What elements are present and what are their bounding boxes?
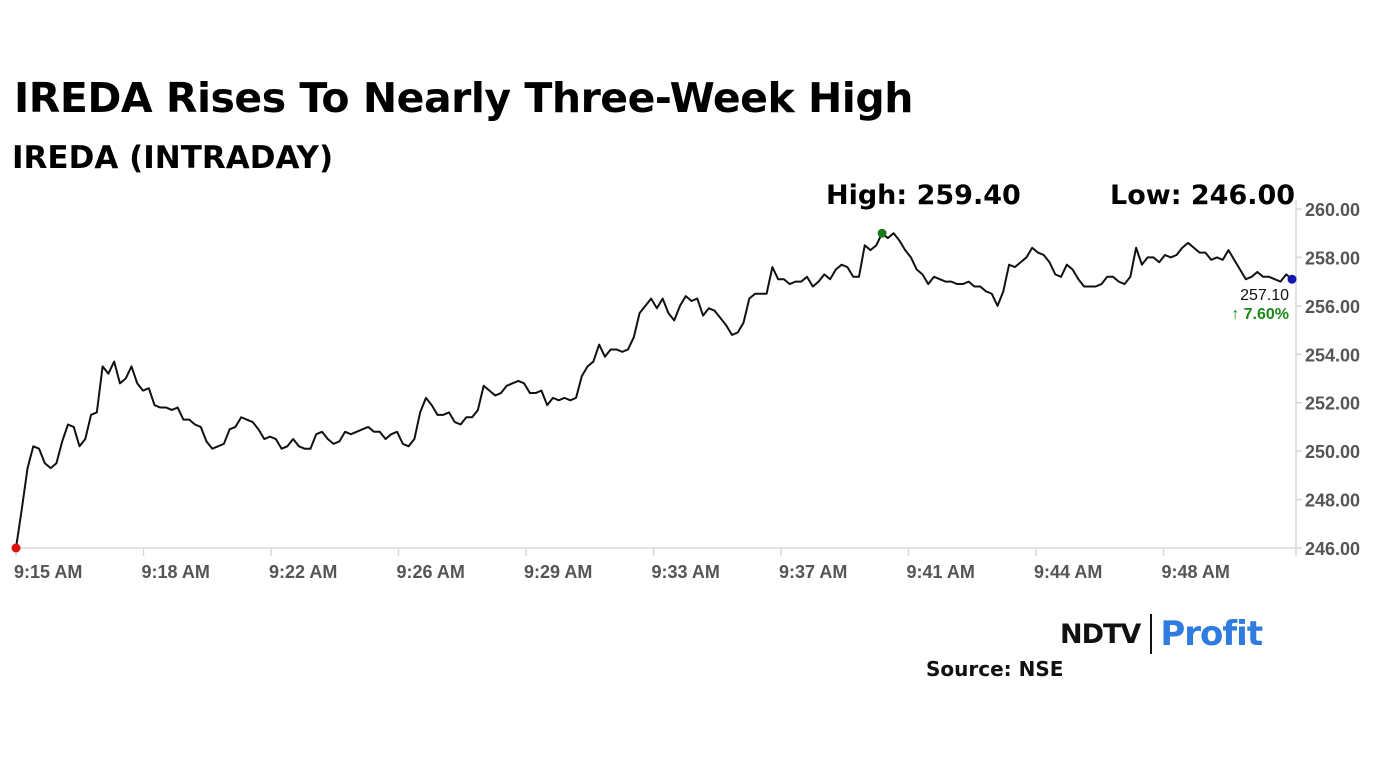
logo-profit-text: Profit xyxy=(1160,614,1263,654)
high-stat: High: 259.40 xyxy=(826,180,1021,211)
x-tick-label: 9:41 AM xyxy=(907,562,975,582)
x-tick-label: 9:33 AM xyxy=(652,562,720,582)
low-point-dot xyxy=(11,543,21,553)
x-tick-label: 9:44 AM xyxy=(1034,562,1102,582)
logo-ndtv-text: NDTV xyxy=(1060,618,1141,650)
y-tick-label: 246.00 xyxy=(1305,539,1360,559)
x-tick-label: 9:15 AM xyxy=(14,562,82,582)
change-label: ↑ 7.60% xyxy=(1231,306,1289,323)
y-tick-label: 252.00 xyxy=(1305,394,1360,414)
x-tick-label: 9:29 AM xyxy=(524,562,592,582)
high-point-dot xyxy=(877,228,887,238)
source-note: Source: NSE xyxy=(926,657,1064,681)
last-point-dot xyxy=(1287,274,1297,284)
low-stat: Low: 246.00 xyxy=(1110,180,1296,211)
x-tick-label: 9:48 AM xyxy=(1162,562,1230,582)
y-tick-label: 250.00 xyxy=(1305,442,1360,462)
x-tick-label: 9:22 AM xyxy=(269,562,337,582)
y-tick-label: 258.00 xyxy=(1305,248,1360,268)
markers xyxy=(11,228,1297,553)
price-line xyxy=(15,232,1293,549)
y-axis-ticks: 246.00 248.00 250.00 252.00 254.00 256.00 258.… xyxy=(1296,200,1360,559)
logo-separator xyxy=(1150,614,1153,654)
y-tick-label: 248.00 xyxy=(1305,491,1360,511)
x-tick-label: 9:26 AM xyxy=(397,562,465,582)
y-tick-label: 256.00 xyxy=(1305,297,1360,317)
x-axis-ticks: 9:15 AM 9:18 AM 9:22 AM 9:26 AM 9:29 AM 9:33 … xyxy=(14,548,1230,582)
x-tick-label: 9:18 AM xyxy=(142,562,210,582)
chart-subtitle: IREDA (INTRADAY) xyxy=(12,140,334,176)
y-tick-label: 254.00 xyxy=(1305,345,1360,365)
ndtv-profit-logo: NDTV Profit xyxy=(1060,612,1263,656)
page-title: IREDA Rises To Nearly Three-Week High xyxy=(14,74,913,122)
x-tick-label: 9:37 AM xyxy=(779,562,847,582)
last-price-label: 257.10 xyxy=(1240,287,1289,304)
y-tick-label: 260.00 xyxy=(1305,200,1360,220)
